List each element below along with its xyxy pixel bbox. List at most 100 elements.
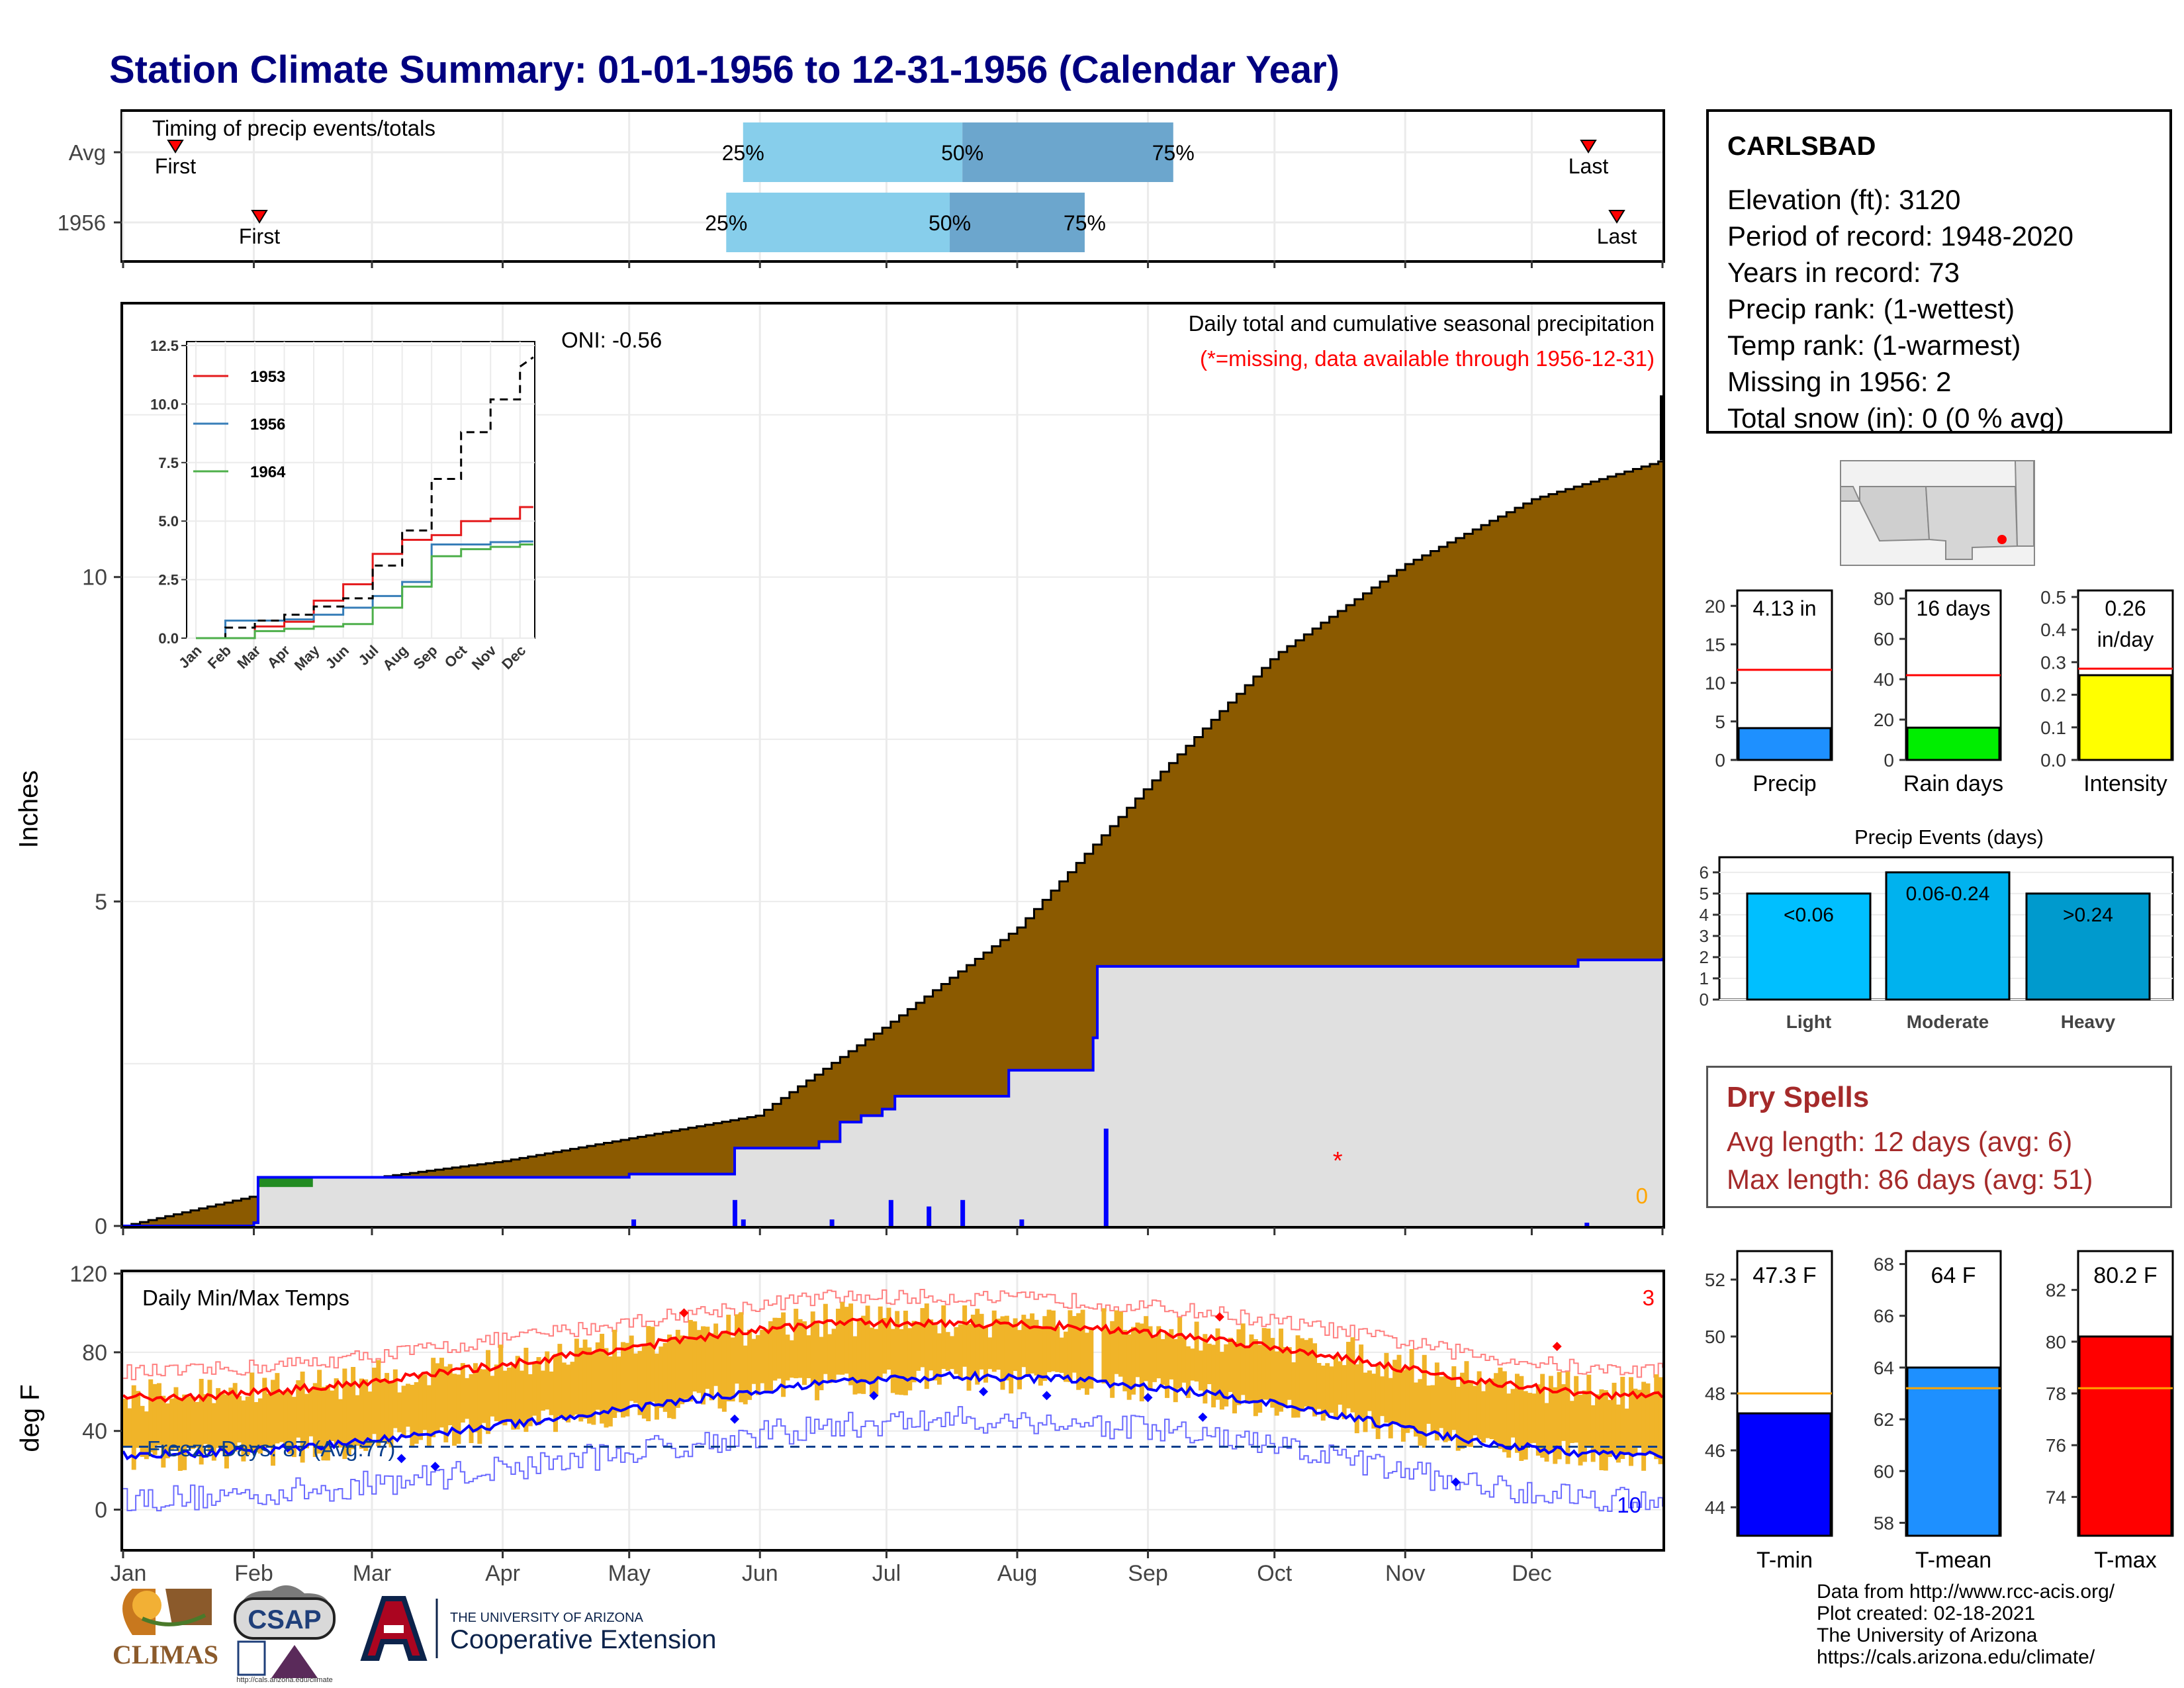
daily-temp-bar bbox=[177, 1397, 183, 1471]
daily-temp-bar bbox=[481, 1369, 486, 1423]
events-title: Precip Events (days) bbox=[1854, 825, 2044, 849]
daily-temp-bar bbox=[962, 1305, 968, 1367]
hot-days-count: 3 bbox=[1643, 1286, 1655, 1310]
daily-temp-bar bbox=[713, 1323, 719, 1386]
daily-temp-bar bbox=[1629, 1377, 1633, 1466]
summary-bar-tick-label: 0 bbox=[1884, 750, 1894, 771]
daily-temp-bar bbox=[342, 1368, 347, 1460]
timing-q75-label: 75% bbox=[1152, 141, 1195, 165]
temp-bar-tick-label: 48 bbox=[1705, 1383, 1725, 1404]
daily-temp-bar bbox=[1615, 1404, 1621, 1463]
daily-temp-bar bbox=[979, 1313, 984, 1370]
temp-bar-label: T-mean bbox=[1915, 1548, 1991, 1573]
inset-series-1956 bbox=[196, 540, 533, 639]
daily-temp-bar bbox=[637, 1350, 643, 1415]
daily-temp-bar bbox=[772, 1317, 778, 1381]
daily-temp-bar bbox=[321, 1387, 326, 1461]
station-location-marker bbox=[1997, 535, 2007, 544]
daily-temp-bar bbox=[1190, 1348, 1195, 1381]
daily-temp-bar bbox=[271, 1380, 276, 1466]
svg-text:CSAP: CSAP bbox=[248, 1605, 321, 1634]
dry-spells-avg: Avg length: 12 days (avg: 6) bbox=[1727, 1126, 2073, 1157]
daily-temp-bar bbox=[465, 1378, 470, 1419]
missing-note: (*=missing, data available through 1956-… bbox=[1200, 346, 1655, 371]
temp-bar-tick-label: 66 bbox=[1874, 1306, 1894, 1327]
precip-y-tick-label: 10 bbox=[82, 565, 107, 590]
daily-temp-bar bbox=[1586, 1374, 1592, 1448]
record-high-marker bbox=[1552, 1341, 1562, 1351]
summary-bar-value: 4.13 in bbox=[1752, 596, 1816, 620]
daily-temp-bar bbox=[173, 1387, 179, 1449]
temp-bar-tick-label: 80 bbox=[2046, 1332, 2066, 1352]
daily-temp-bar bbox=[954, 1327, 959, 1374]
temp-bar-tick-label: 60 bbox=[1874, 1461, 1894, 1481]
temp-bar-t-max bbox=[2078, 1335, 2173, 1537]
daily-precip-bar bbox=[960, 1199, 966, 1226]
daily-temp-bar bbox=[629, 1335, 634, 1401]
precip-rank-line: Precip rank: (1-wettest) bbox=[1727, 293, 2015, 324]
first-precip-marker bbox=[251, 210, 268, 224]
daily-temp-bar bbox=[1265, 1329, 1271, 1400]
month-label: May bbox=[608, 1561, 651, 1586]
daily-temp-bar bbox=[819, 1336, 824, 1391]
events-tick-label: 1 bbox=[1700, 968, 1709, 988]
daily-temp-bar bbox=[1443, 1376, 1448, 1442]
daily-temp-bar bbox=[721, 1331, 727, 1412]
summary-bar-label: Precip bbox=[1752, 771, 1816, 796]
timing-q50-q75-bar bbox=[950, 193, 1085, 252]
daily-temp-bar bbox=[1375, 1364, 1381, 1439]
daily-temp-bar bbox=[486, 1350, 491, 1434]
svg-text:THE UNIVERSITY OF ARIZONA: THE UNIVERSITY OF ARIZONA bbox=[450, 1611, 644, 1625]
daily-temp-bar bbox=[1396, 1354, 1402, 1425]
daily-temp-bar bbox=[545, 1351, 550, 1410]
event-bar-label: Light bbox=[1786, 1011, 1831, 1032]
daily-temp-bar bbox=[422, 1374, 428, 1430]
daily-temp-bar bbox=[498, 1344, 504, 1425]
timing-panel: Timing of precip events/totals Avg 1956 … bbox=[58, 109, 1665, 268]
data-credit: Data from http://www.rcc-acis.org/ Plot … bbox=[1817, 1581, 2115, 1668]
daily-temp-bar bbox=[1414, 1382, 1418, 1437]
daily-temp-bar bbox=[1363, 1372, 1368, 1432]
month-label: Sep bbox=[1128, 1561, 1168, 1586]
record-low-marker bbox=[869, 1391, 879, 1401]
daily-temp-bar bbox=[823, 1303, 828, 1374]
svg-text:Cooperative Extension: Cooperative Extension bbox=[450, 1625, 716, 1654]
daily-temp-bar bbox=[1000, 1316, 1005, 1390]
daily-temp-bar bbox=[1489, 1378, 1494, 1440]
daily-temp-bar bbox=[443, 1366, 449, 1442]
daily-temp-bar bbox=[933, 1325, 938, 1381]
timing-q25-label: 25% bbox=[705, 211, 747, 235]
daily-temp-bar bbox=[620, 1342, 625, 1418]
daily-temp-bar bbox=[755, 1335, 760, 1395]
daily-temp-bar bbox=[1055, 1326, 1060, 1372]
daily-temp-bar bbox=[633, 1353, 639, 1403]
inset-y-label: 12.5 bbox=[150, 338, 179, 354]
daily-temp-bar bbox=[835, 1308, 841, 1375]
summary-bar-tick-label: 0 bbox=[1715, 750, 1725, 771]
station-details: Elevation (ft): 3120 Period of record: 1… bbox=[1727, 181, 2073, 436]
daily-temp-bar bbox=[355, 1395, 360, 1446]
daily-temp-bar bbox=[1544, 1403, 1549, 1462]
daily-temp-bar bbox=[1409, 1348, 1414, 1430]
daily-temp-bar bbox=[861, 1315, 866, 1394]
daily-temp-bar bbox=[646, 1326, 651, 1421]
daily-temp-bar bbox=[1228, 1337, 1233, 1392]
events-tick-label: 2 bbox=[1700, 947, 1709, 967]
daily-temp-bar bbox=[975, 1309, 980, 1385]
summary-bar-tick-label: 5 bbox=[1715, 712, 1725, 732]
temp-bar-value: 80.2 F bbox=[2093, 1263, 2157, 1288]
daily-temp-bar bbox=[911, 1321, 917, 1383]
events-tick-label: 4 bbox=[1700, 905, 1709, 925]
cold-days-count: 10 bbox=[1617, 1493, 1641, 1517]
daily-temp-bar bbox=[739, 1312, 744, 1403]
daily-temp-bar bbox=[662, 1342, 668, 1412]
daily-temp-bar bbox=[418, 1374, 424, 1440]
daily-temp-bar bbox=[650, 1327, 655, 1402]
month-label: Oct bbox=[1257, 1561, 1292, 1586]
temp-y-tick-label: 80 bbox=[82, 1340, 107, 1366]
daily-temp-bar bbox=[1582, 1390, 1587, 1462]
daily-temp-bar bbox=[296, 1380, 301, 1438]
daily-temp-bar bbox=[405, 1383, 410, 1427]
snow-line: Total snow (in): 0 (0 % avg) bbox=[1727, 402, 2064, 434]
